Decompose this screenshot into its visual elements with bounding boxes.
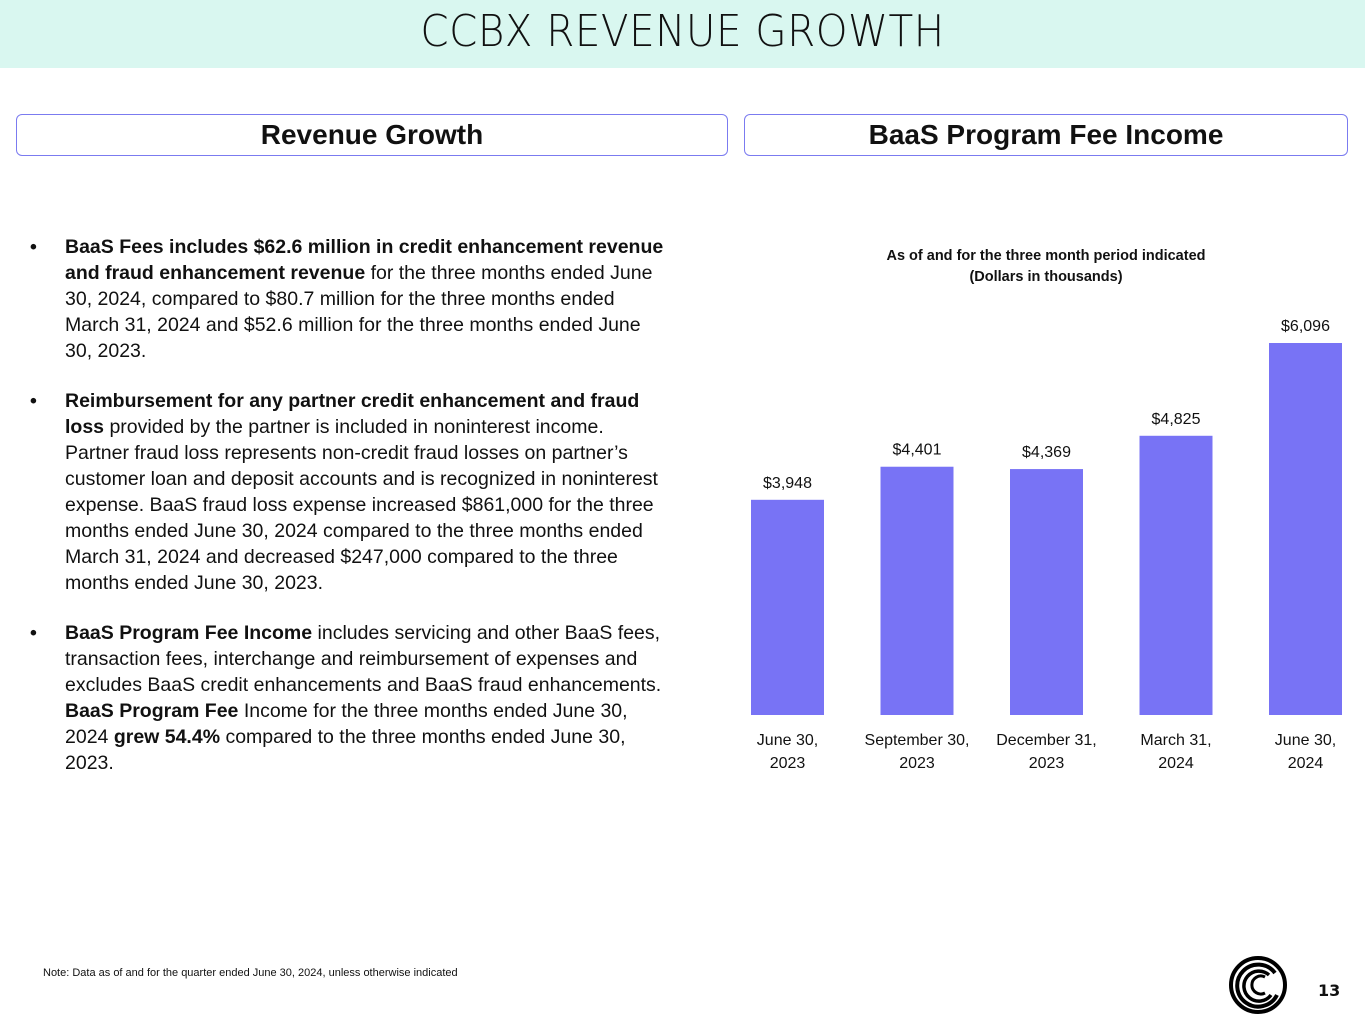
bullet-bold-text: Reimbursement for any partner credit enh… <box>65 390 640 438</box>
bullet-text: provided by the partner is included in n… <box>65 416 658 594</box>
page-number: 13 <box>1318 981 1341 1000</box>
x-tick-label: 2024 <box>1158 755 1194 772</box>
footnote: Note: Data as of and for the quarter end… <box>43 967 458 979</box>
data-label: $3,948 <box>763 475 812 492</box>
bullet-item: • BaaS Fees includes $62.6 million in cre… <box>30 234 670 364</box>
bullet-bold-text: BaaS Program Fee Income <box>65 622 313 644</box>
baas-fee-income-header: BaaS Program Fee Income <box>744 114 1348 156</box>
bullet-bold-text: BaaS Program Fee <box>65 700 239 722</box>
x-tick-label: June 30, <box>757 732 818 749</box>
bar <box>1269 343 1342 715</box>
bar <box>1139 435 1213 715</box>
bullet-text: Income for the three months ended June 3… <box>65 700 628 748</box>
bar-chart: $3,948 June 30, 2023 $4,401 September 30, 202… <box>751 318 1342 772</box>
x-tick-label: June 30, <box>1275 732 1336 749</box>
data-label: $4,825 <box>1152 411 1201 428</box>
chart-title: As of and for the three month period ind… <box>886 248 1206 264</box>
data-label: $4,369 <box>1022 444 1071 461</box>
x-tick-label: 2024 <box>1288 755 1324 772</box>
revenue-growth-header: Revenue Growth <box>16 114 728 156</box>
bullet-text: compared to the three months ended June … <box>65 726 626 774</box>
bullet-text: for the three months ended June 30, 2024… <box>65 262 653 362</box>
x-tick-label: December 31, <box>996 732 1097 749</box>
x-tick-label: 2023 <box>899 755 935 772</box>
x-tick-label: 2023 <box>1029 755 1065 772</box>
bar <box>880 466 954 715</box>
header-band <box>0 0 1365 68</box>
bullet-bold-text: BaaS Fees includes $62.6 million in cred… <box>65 236 664 284</box>
company-swirl-logo-icon <box>1229 956 1287 1014</box>
chart-subtitle: (Dollars in thousands) <box>969 269 1123 285</box>
bullet-dot: • <box>30 390 37 412</box>
bullet-dot: • <box>30 622 37 644</box>
x-tick-label: September 30, <box>865 732 970 749</box>
bar <box>1010 469 1083 715</box>
bullet-text: includes servicing and other BaaS fees, … <box>65 622 662 696</box>
data-label: $4,401 <box>893 442 942 459</box>
x-tick-label: March 31, <box>1140 732 1211 749</box>
bullet-item: • Reimbursement for any partner credit en… <box>30 388 670 596</box>
bullet-dot: • <box>30 236 37 258</box>
data-label: $6,096 <box>1281 318 1330 335</box>
bar <box>751 499 824 715</box>
x-tick-label: 2023 <box>770 755 806 772</box>
bullet-bold-text: grew 54.4% <box>113 726 221 748</box>
bullet-list: • BaaS Fees includes $62.6 million in cre… <box>30 234 670 800</box>
page-title: CCBX REVENUE GROWTH <box>420 6 945 57</box>
bullet-item: • BaaS Program Fee Income includes servic… <box>30 620 670 776</box>
